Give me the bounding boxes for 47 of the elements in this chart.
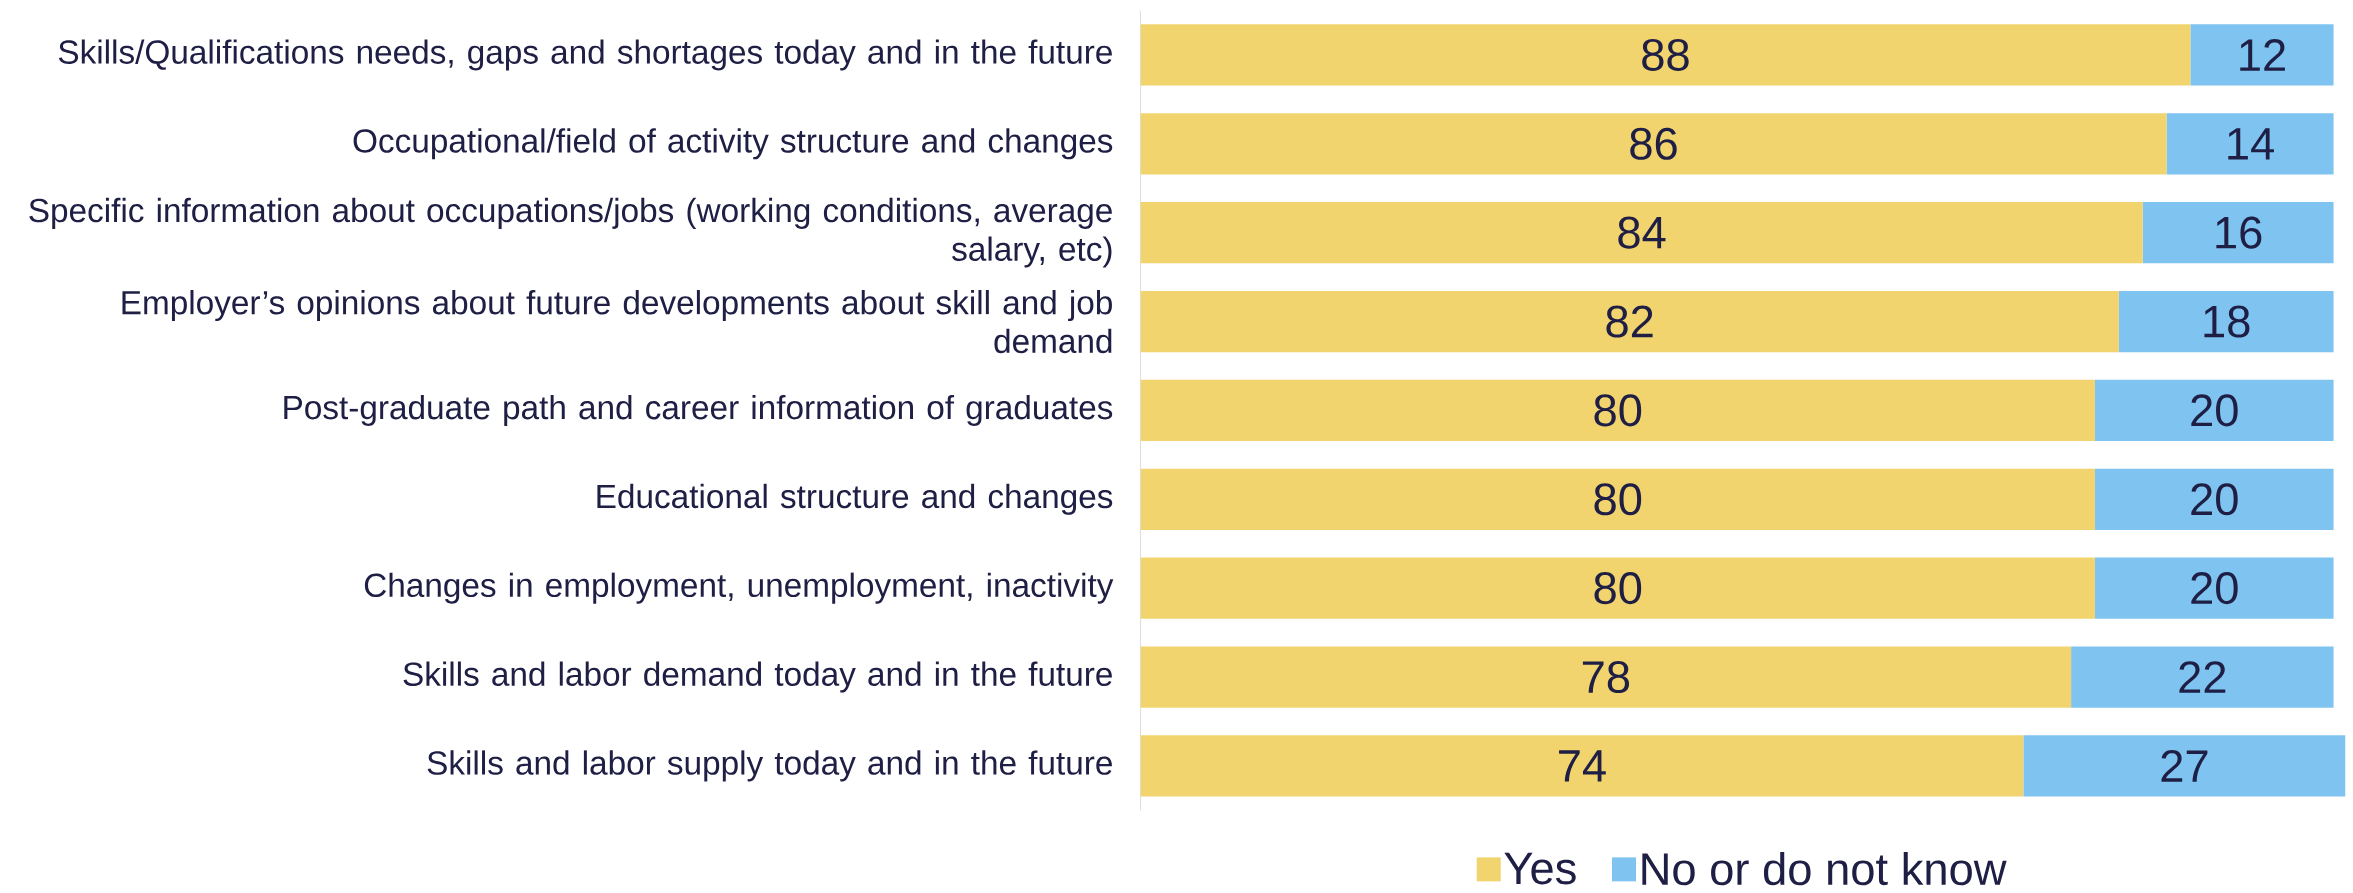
data-label: 18: [2204, 305, 2250, 338]
bar: [1140, 468, 2095, 531]
data-label: 82: [1606, 305, 1653, 338]
bar: [1140, 24, 2191, 86]
bar: [2094, 557, 2334, 619]
bar: [1140, 113, 2167, 175]
bar: [1140, 735, 2024, 797]
bar: [2023, 735, 2346, 797]
y-tick-label: Skills and labor demand today and in the future: [403, 661, 1112, 693]
bar: [2071, 646, 2334, 708]
bar: [2190, 24, 2334, 86]
y-tick-label: Post-graduate path and career information of graduates: [284, 394, 1113, 427]
bar: [2166, 113, 2334, 175]
bar: [2142, 202, 2334, 264]
data-label: 80: [1594, 394, 1642, 427]
bar: [1140, 557, 2095, 619]
data-label: 12: [2240, 39, 2285, 71]
y-tick-label: Occupational/field of activity structure and changes: [353, 128, 1113, 160]
data-label: 80: [1594, 572, 1642, 605]
data-label: 27: [2161, 750, 2208, 782]
data-label: 22: [2179, 661, 2226, 693]
bar: [1140, 202, 2143, 264]
y-tick-label: Skills and labor supply today and in the future: [427, 750, 1112, 782]
y-tick-label: Specific information about occupations/jobs (working conditions, average salary, etc): [29, 197, 1112, 268]
y-tick-label: Employer’s opinions about future developments about skill and job demand: [122, 290, 1112, 354]
bar: [1140, 646, 2072, 708]
data-label: 20: [2191, 394, 2238, 427]
data-label: 84: [1618, 216, 1666, 249]
legend-label: Yes: [1504, 852, 1576, 885]
y-tick-label: Changes in employment, unemployment, inactivity: [364, 572, 1114, 604]
data-label: 20: [2191, 572, 2238, 605]
data-label: 74: [1559, 750, 1606, 782]
bar: [2094, 379, 2334, 442]
bar: [2118, 290, 2334, 353]
data-label: 78: [1582, 661, 1630, 694]
bar: [1140, 379, 2095, 442]
data-label: 14: [2228, 128, 2274, 160]
data-label: 16: [2216, 216, 2262, 249]
bar: [2094, 468, 2334, 531]
data-label: 20: [2191, 483, 2238, 516]
data-label: 80: [1594, 483, 1642, 516]
y-tick-label: Educational structure and changes: [597, 483, 1113, 515]
y-tick-label: Skills/Qualifications needs, gaps and shortages today and in the future: [58, 39, 1112, 71]
bar: [1140, 290, 2119, 353]
data-label: 86: [1630, 127, 1677, 160]
legend-label: No or do not know: [1642, 851, 2007, 886]
data-label: 88: [1642, 38, 1689, 72]
